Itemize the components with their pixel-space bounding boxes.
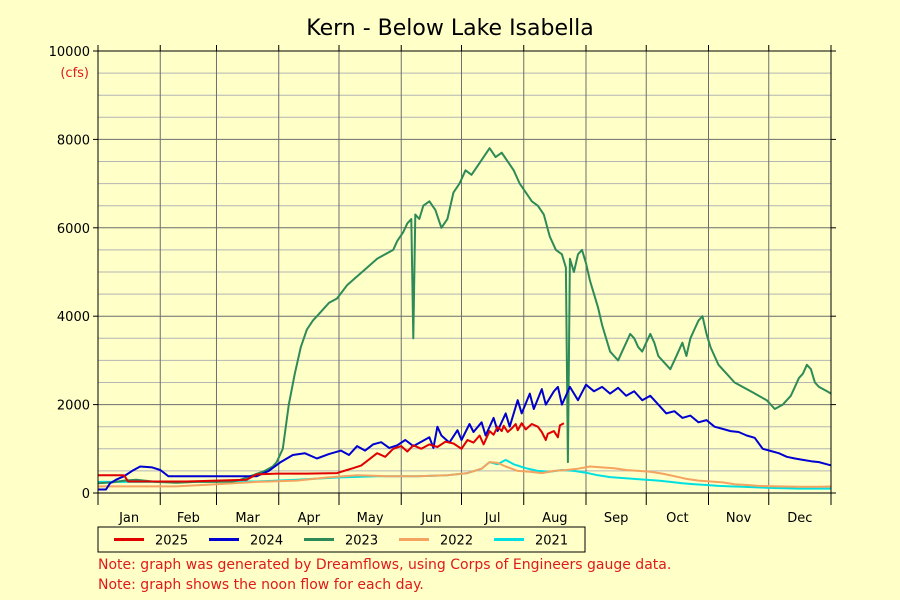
y-axis: 0 2000 4000 6000 8000 10000 [49, 45, 836, 502]
series-line-2024 [98, 383, 831, 491]
note-noon-flow: Note: graph shows the noon flow for each… [98, 577, 424, 593]
y-tick-label: 2000 [57, 399, 90, 414]
y-tick-label: 8000 [57, 133, 90, 148]
month-label: Oct [666, 511, 688, 526]
x-axis: Jan Feb Mar Apr May Jun Jul Aug Sep Oct Nov Dec [97, 45, 832, 526]
legend-label-2023: 2023 [345, 534, 378, 549]
y-tick-label: 10000 [49, 45, 90, 60]
month-label: Feb [177, 511, 200, 526]
legend-label-2025: 2025 [155, 534, 188, 549]
month-label: Aug [542, 511, 567, 526]
series-lines [98, 147, 831, 491]
grid [97, 50, 832, 494]
month-label: Mar [235, 511, 260, 526]
plot-frame [97, 50, 832, 494]
legend-label-2024: 2024 [250, 534, 283, 549]
month-label: Nov [726, 511, 752, 526]
note-source: Note: graph was generated by Dreamflows,… [98, 557, 672, 573]
legend-label-2021: 2021 [535, 534, 568, 549]
month-label: Jul [484, 511, 501, 526]
month-label: May [357, 511, 384, 526]
series-line-2023 [98, 147, 831, 485]
y-tick-label: 4000 [57, 310, 90, 325]
series-line-2025 [98, 422, 565, 483]
month-label: Jun [420, 511, 441, 526]
month-label: Dec [787, 511, 812, 526]
legend: 2025 2024 2023 2022 2021 [97, 526, 586, 553]
chart-title: Kern - Below Lake Isabella [306, 16, 593, 41]
legend-label-2022: 2022 [440, 534, 473, 549]
y-tick-label: 6000 [57, 222, 90, 237]
month-label: Sep [604, 511, 629, 526]
unit-label: (cfs) [60, 66, 89, 81]
month-label: Jan [118, 511, 139, 526]
month-label: Apr [298, 511, 321, 526]
y-tick-label: 0 [82, 487, 90, 502]
series-line-2022 [98, 461, 831, 488]
